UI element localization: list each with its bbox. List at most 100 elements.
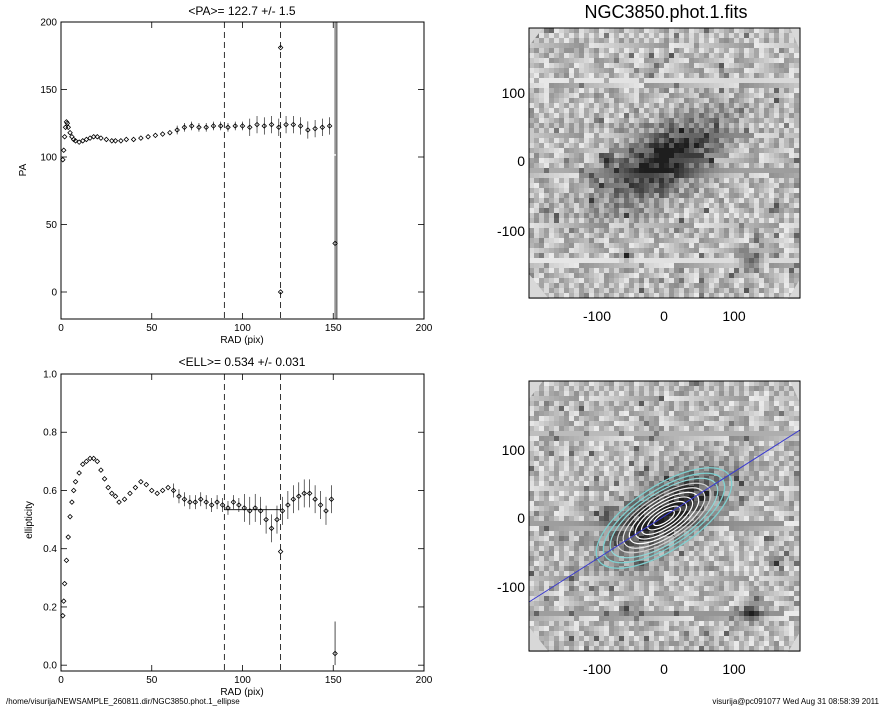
image-pixel: [659, 526, 665, 532]
image-pixel: [789, 43, 795, 49]
image-pixel: [794, 103, 800, 109]
image-pixel: [674, 83, 680, 89]
image-pixel: [574, 148, 580, 154]
image-pixel: [629, 456, 635, 462]
image-pixel: [684, 501, 690, 507]
image-pixel: [659, 486, 665, 492]
image-pixel: [584, 496, 590, 502]
image-pixel: [669, 506, 675, 512]
image-pixel: [594, 148, 600, 154]
image-pixel: [669, 83, 675, 89]
image-pixel: [679, 118, 685, 124]
image-pixel: [589, 416, 595, 422]
image-pixel: [774, 143, 780, 149]
image-pixel: [624, 631, 630, 637]
image-pixel: [704, 73, 710, 79]
image-pixel: [669, 461, 675, 467]
image-pixel: [724, 188, 730, 194]
image-pixel: [709, 253, 715, 259]
image-pixel: [559, 203, 565, 209]
image-pixel: [649, 148, 655, 154]
image-pixel: [564, 591, 570, 597]
image-pixel: [644, 213, 650, 219]
image-pixel: [789, 208, 795, 214]
image-pixel: [574, 193, 580, 199]
image-pixel: [659, 63, 665, 69]
image-pixel: [779, 283, 785, 289]
image-pixel: [559, 526, 565, 532]
image-pixel: [539, 158, 545, 164]
image-pixel: [599, 128, 605, 134]
image-pixel: [634, 108, 640, 114]
image-pixel: [554, 611, 560, 617]
image-pixel: [674, 601, 680, 607]
image-pixel: [579, 616, 585, 622]
image-pixel: [569, 48, 575, 54]
image-pixel: [774, 253, 780, 259]
image-pixel: [609, 586, 615, 592]
image-pixel: [754, 138, 760, 144]
image-pixel: [549, 68, 555, 74]
image-pixel: [739, 33, 745, 39]
image-pixel: [619, 33, 625, 39]
image-pixel: [589, 208, 595, 214]
image-pixel: [769, 38, 775, 44]
image-pixel: [634, 411, 640, 417]
image-pixel: [694, 43, 700, 49]
image-pixel: [569, 58, 575, 64]
image-pixel: [589, 268, 595, 274]
image-pixel: [679, 501, 685, 507]
image-pixel: [564, 451, 570, 457]
image-pixel: [679, 421, 685, 427]
image-pixel: [529, 198, 535, 204]
image-pixel: [549, 511, 555, 517]
image-pixel: [604, 38, 610, 44]
image-pixel: [609, 606, 615, 612]
image-pixel: [784, 248, 790, 254]
image-pixel: [619, 576, 625, 582]
image-pixel: [564, 273, 570, 279]
image-pixel: [769, 43, 775, 49]
image-pixel: [669, 611, 675, 617]
image-pixel: [639, 481, 645, 487]
image-pixel: [649, 576, 655, 582]
image-pixel: [664, 601, 670, 607]
image-pixel: [604, 521, 610, 527]
image-pixel: [669, 581, 675, 587]
image-pixel: [649, 461, 655, 467]
image-pixel: [669, 471, 675, 477]
image-pixel: [669, 93, 675, 99]
image-pixel: [529, 616, 535, 622]
image-pixel: [709, 93, 715, 99]
image-pixel: [544, 646, 550, 652]
image-pixel: [764, 188, 770, 194]
image-pixel: [679, 273, 685, 279]
image-pixel: [554, 576, 560, 582]
image-pixel: [629, 436, 635, 442]
image-pixel: [594, 466, 600, 472]
image-pixel: [684, 223, 690, 229]
image-pixel: [619, 596, 625, 602]
image-pixel: [624, 53, 630, 59]
image-pixel: [709, 38, 715, 44]
image-pixel: [624, 268, 630, 274]
image-pixel: [759, 148, 765, 154]
image-pixel: [534, 536, 540, 542]
image-pixel: [549, 591, 555, 597]
image-pixel: [559, 188, 565, 194]
image-pixel: [744, 73, 750, 79]
image-pixel: [579, 218, 585, 224]
image-pixel: [769, 228, 775, 234]
image-pixel: [614, 646, 620, 652]
image-pixel: [629, 228, 635, 234]
image-pixel: [654, 626, 660, 632]
image-pixel: [579, 93, 585, 99]
image-pixel: [579, 228, 585, 234]
image-pixel: [689, 248, 695, 254]
image-pixel: [644, 621, 650, 627]
image-pixel: [674, 128, 680, 134]
image-pixel: [754, 193, 760, 199]
image-pixel: [639, 133, 645, 139]
image-pixel: [669, 278, 675, 284]
image-pixel: [554, 123, 560, 129]
